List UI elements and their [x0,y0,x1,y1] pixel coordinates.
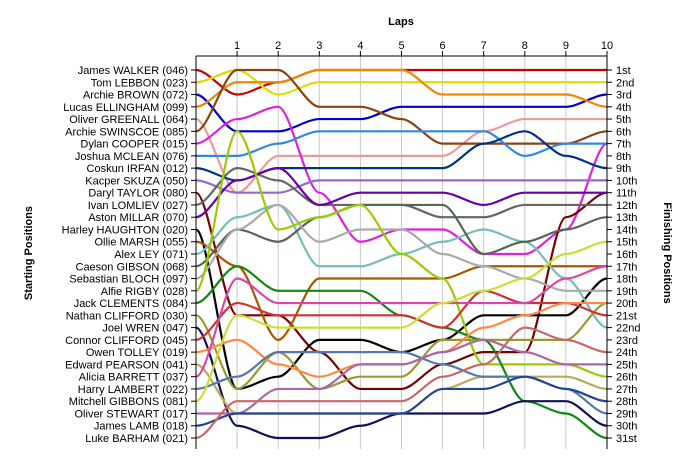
series-line-31 [195,326,608,440]
series-line-5 [195,117,607,194]
finishing-label-13: 13th [616,212,637,224]
series-line-28 [195,240,608,403]
series-line-8 [195,130,607,157]
series-line-10 [195,179,607,194]
series-line-6 [195,68,608,145]
finishing-label-16: 16th [616,249,637,261]
starting-label-24: Owen TOLLEY (019) [86,347,188,359]
y-axis-right-title: Finishing Positions [661,202,673,303]
finishing-label-15: 15th [616,237,637,249]
finishing-label-5: 5th [616,114,631,126]
starting-label-8: Joshua MCLEAN (076) [75,151,188,163]
series-line-18 [195,203,607,292]
axes [191,51,612,449]
x-axis-title: Laps [388,16,414,28]
starting-label-5: Oliver GREENALL (064) [69,114,188,126]
x-tick-label-6: 6 [440,40,446,52]
finishing-label-8: 8th [616,151,631,163]
finishing-label-11: 11th [616,188,637,200]
starting-label-4: Lucas ELLINGHAM (099) [63,102,188,114]
starting-label-11: Daryl TAYLOR (080) [88,188,188,200]
series-line-3 [195,93,608,133]
series-line-17 [195,203,608,268]
finishing-label-19: 19th [616,286,637,298]
finishing-label-23: 23rd [616,335,638,347]
finishing-label-28: 28th [616,396,637,408]
finishing-label-21: 21st [616,310,637,322]
finishing-label-24: 24th [616,347,637,359]
series-lines [194,68,608,440]
series-line-13 [195,167,607,219]
finishing-label-31: 31st [616,433,637,445]
starting-label-20: Jack CLEMENTS (084) [74,298,188,310]
x-tick-label-5: 5 [398,40,404,52]
starting-label-7: Dylan COOPER (015) [80,139,188,151]
finishing-label-1: 1st [616,65,631,77]
starting-label-28: Mitchell GIBBONS (081) [69,396,188,408]
starting-label-21: Nathan CLIFFORD (030) [66,310,188,322]
starting-label-31: Luke BARHAM (021) [85,433,188,445]
starting-label-3: Archie BROWN (072) [83,90,188,102]
starting-label-1: James WALKER (046) [78,65,188,77]
starting-label-17: Caeson GIBSON (068) [76,261,189,273]
starting-label-2: Tom LEBBON (023) [91,77,188,89]
x-tick-label-10: 10 [601,40,613,52]
finishing-label-10: 10th [616,175,637,187]
x-tick-label-4: 4 [357,40,363,52]
starting-label-13: Aston MILLAR (070) [88,212,188,224]
series-line-26 [195,265,608,378]
x-tick-label-1: 1 [234,40,240,52]
finishing-label-29: 29th [616,408,637,420]
finishing-label-2: 2nd [616,77,634,89]
series-line-15 [195,240,607,341]
finishing-label-30: 30th [616,421,637,433]
starting-label-10: Kacper SKUZA (050) [85,175,188,187]
series-line-21 [195,301,608,391]
series-line-19 [194,130,608,378]
starting-label-19: Alfie RIGBY (028) [101,286,188,298]
series-line-23 [195,289,608,341]
starting-label-6: Archie SWINSCOE (085) [65,126,188,138]
starting-label-29: Oliver STEWART (017) [75,408,189,420]
starting-label-30: James LAMB (018) [94,421,188,433]
x-tick-label-3: 3 [316,40,322,52]
finishing-label-7: 7th [616,139,631,151]
series-line-30 [195,375,608,427]
finishing-label-6: 6th [616,126,631,138]
starting-label-23: Connor CLIFFORD (045) [65,335,188,347]
finishing-label-27: 27th [616,384,637,396]
series-line-29 [196,338,607,415]
starting-label-22: Joel WREN (047) [102,323,188,335]
starting-label-27: Harry LAMBERT (022) [78,384,188,396]
x-tick-label-9: 9 [563,40,569,52]
series-line-2 [195,68,607,96]
starting-label-15: Ollie MARSH (055) [94,237,188,249]
finishing-label-14: 14th [616,224,637,236]
finishing-label-22: 22nd [616,323,640,335]
finishing-label-17: 17th [616,261,637,273]
finishing-label-18: 18th [616,274,637,286]
finishing-label-20: 20th [616,298,637,310]
starting-label-9: Coskun IRFAN (012) [87,163,188,175]
x-tick-label-2: 2 [275,40,281,52]
finishing-label-26: 26th [616,372,637,384]
finishing-label-9: 9th [616,163,631,175]
finishing-label-12: 12th [616,200,637,212]
y-axis-left-title: Starting Positions [23,206,35,300]
series-line-4 [195,68,608,108]
starting-label-25: Edward PEARSON (041) [65,359,188,371]
starting-label-14: Harley HAUGHTON (020) [62,224,188,236]
starting-label-26: Alicia BARRETT (037) [79,372,188,384]
starting-label-16: Alex LEY (071) [114,249,188,261]
x-tick-label-7: 7 [481,40,487,52]
finishing-label-4: 4th [616,102,631,114]
labels: 1 2 3 4 5 6 7 8 9 10 James WALKER (046) 1st Tom LEBB… [62,40,641,445]
starting-label-18: Sebastian BLOCH (097) [69,274,188,286]
starting-label-12: Ivan LOMLIEV (027) [88,200,188,212]
finishing-label-3: 3rd [616,90,632,102]
finishing-label-25: 25th [616,359,637,371]
x-tick-label-8: 8 [522,40,528,52]
